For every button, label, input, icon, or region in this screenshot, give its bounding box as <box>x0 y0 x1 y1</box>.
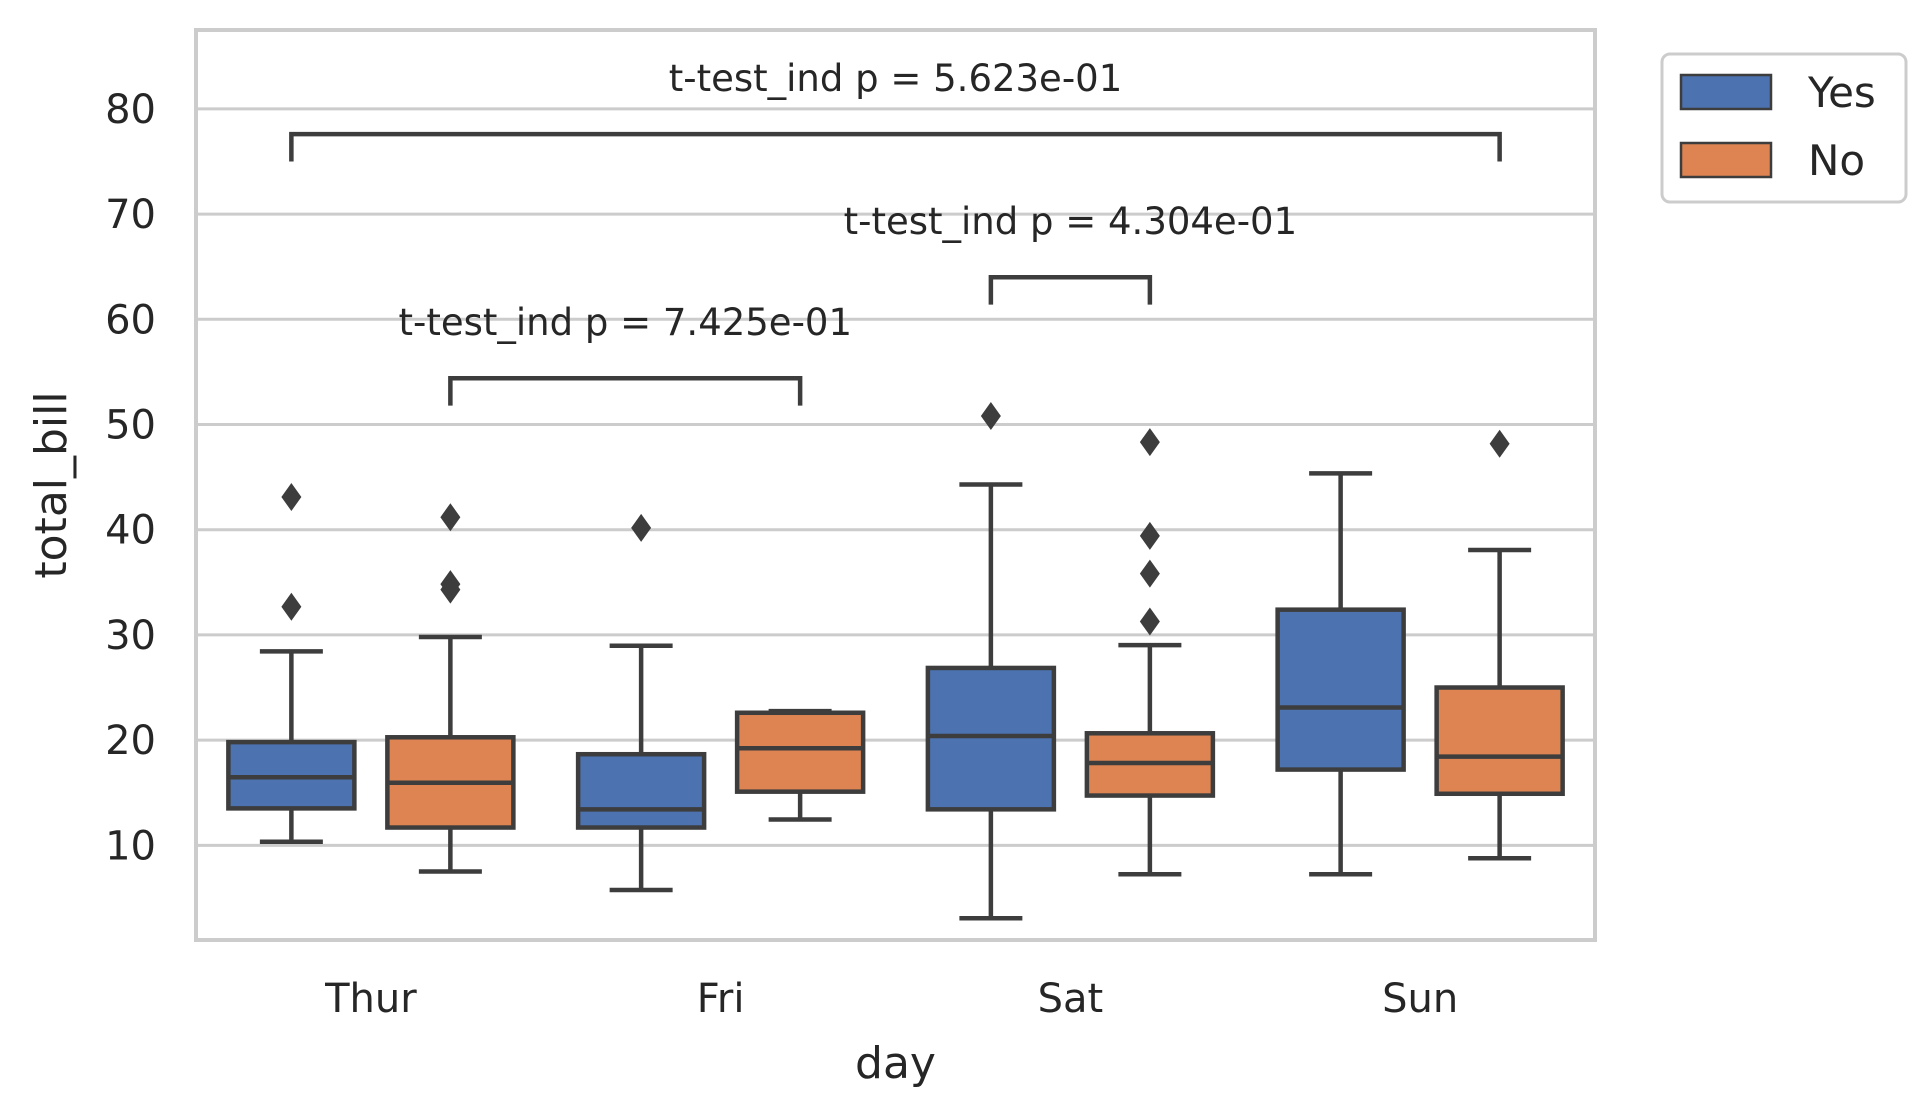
outlier-marker <box>440 570 461 599</box>
outlier-marker <box>1139 559 1160 588</box>
annotation-1: t-test_ind p = 7.425e-01 <box>398 301 852 406</box>
y-tick-label-50: 50 <box>105 403 156 449</box>
outlier-marker <box>1489 429 1510 458</box>
y-tick-label-30: 30 <box>105 613 156 659</box>
legend-items: Yes No <box>1679 68 1876 185</box>
y-tick-label-20: 20 <box>105 718 156 764</box>
annotation-3: t-test_ind p = 5.623e-01 <box>289 57 1502 162</box>
y-tick-label-10: 10 <box>105 823 156 869</box>
annotation-bracket <box>988 274 1153 305</box>
x-tick-label-thur: Thur <box>324 976 417 1022</box>
outlier-marker <box>1139 607 1160 636</box>
outlier-marker <box>440 503 461 532</box>
annotation-text: t-test_ind p = 7.425e-01 <box>398 301 852 344</box>
y-axis-label: total_bill <box>26 391 77 578</box>
legend-item-yes: Yes <box>1679 68 1876 117</box>
box-body <box>575 751 707 830</box>
outlier-marker <box>631 513 652 542</box>
annotation-text: t-test_ind p = 4.304e-01 <box>844 200 1298 243</box>
y-tick-label-80: 80 <box>105 87 156 133</box>
box-sun-yes <box>1275 471 1406 877</box>
legend: Yes No <box>1660 52 1908 204</box>
box-body <box>1434 685 1565 797</box>
y-axis-ticks: 10 20 30 40 50 60 70 80 <box>105 87 156 869</box>
legend-label: No <box>1808 136 1865 185</box>
annotation-bracket <box>289 131 1502 162</box>
outlier-marker <box>281 592 302 621</box>
legend-swatch <box>1679 141 1773 179</box>
box-body <box>734 710 866 794</box>
x-axis-ticks: Thur Fri Sat Sun <box>324 976 1458 1022</box>
y-tick-label-40: 40 <box>105 508 156 554</box>
annotation-2: t-test_ind p = 4.304e-01 <box>844 200 1298 305</box>
legend-item-no: No <box>1679 136 1865 185</box>
box-body <box>925 665 1057 812</box>
box-plots <box>226 401 1565 921</box>
box-body <box>1275 607 1406 772</box>
x-tick-label-sat: Sat <box>1038 976 1104 1022</box>
box-thur-yes <box>226 482 357 844</box>
box-fri-yes <box>575 513 707 893</box>
box-sat-yes <box>925 401 1057 921</box>
legend-label: Yes <box>1807 68 1876 117</box>
outlier-marker <box>980 401 1001 430</box>
y-tick-label-60: 60 <box>105 297 156 343</box>
annotation-text: t-test_ind p = 5.623e-01 <box>669 57 1123 100</box>
significance-annotations: t-test_ind p = 7.425e-01 t-test_ind p = 4… <box>289 57 1502 406</box>
legend-swatch <box>1679 73 1773 111</box>
box-sat-no <box>1084 428 1216 877</box>
outlier-marker <box>281 482 302 511</box>
annotation-bracket <box>448 375 803 406</box>
x-axis-label: day <box>855 1038 936 1089</box>
box-sun-no <box>1434 429 1565 861</box>
box-thur-no <box>385 503 516 874</box>
plot-frame <box>194 28 1597 942</box>
x-tick-label-sun: Sun <box>1382 976 1458 1022</box>
outlier-marker <box>1139 428 1160 457</box>
outlier-marker <box>1139 521 1160 550</box>
y-tick-label-70: 70 <box>105 192 156 238</box>
x-tick-label-fri: Fri <box>697 976 745 1022</box>
box-fri-no <box>734 708 866 822</box>
